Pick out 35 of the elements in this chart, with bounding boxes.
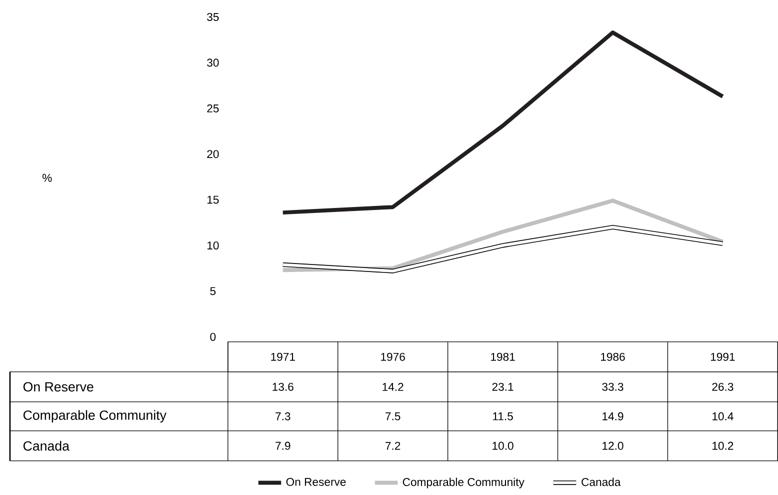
x-tick-label: 1981: [491, 352, 515, 361]
data-label: 23.1: [492, 382, 514, 391]
data-label: 26.3: [712, 382, 734, 391]
data-label: 10.0: [492, 442, 514, 450]
data-label: 7.9: [276, 442, 290, 450]
legend-label: On Reserve: [286, 478, 346, 486]
y-tick-label: 0: [210, 332, 216, 341]
data-label: 10.2: [712, 442, 734, 450]
text: Canada: [23, 441, 70, 451]
data-label: 7.5: [386, 412, 400, 420]
y-tick-label: 10: [207, 242, 219, 250]
y-tick-label: 15: [207, 196, 219, 204]
text: %: [42, 174, 52, 182]
data-label: 10.4: [712, 412, 734, 420]
data-label: 11.5: [493, 412, 513, 420]
y-tick-label: 25: [207, 104, 219, 112]
x-tick-label: 1991: [710, 352, 735, 361]
data-label: 14.2: [382, 382, 404, 391]
data-label: 13.6: [272, 382, 294, 391]
text: Comparable Community: [23, 410, 166, 423]
data-label: 12.0: [602, 442, 624, 450]
x-tick-label: 1976: [381, 352, 405, 361]
data-label: 7.2: [386, 442, 400, 450]
data-label: 33.3: [602, 382, 624, 391]
data-label: 7.3: [276, 412, 290, 420]
text: On Reserve: [23, 382, 94, 392]
y-tick-label: 5: [210, 287, 216, 296]
data-label: 14.9: [602, 412, 624, 420]
legend-label: Comparable Community: [402, 478, 524, 488]
y-tick-label: 35: [207, 13, 219, 22]
x-tick-label: 1986: [600, 352, 625, 361]
legend-label: Canada: [582, 478, 621, 486]
y-tick-label: 20: [207, 150, 219, 158]
y-tick-label: 30: [207, 58, 219, 67]
x-tick-label: 1971: [271, 352, 295, 361]
